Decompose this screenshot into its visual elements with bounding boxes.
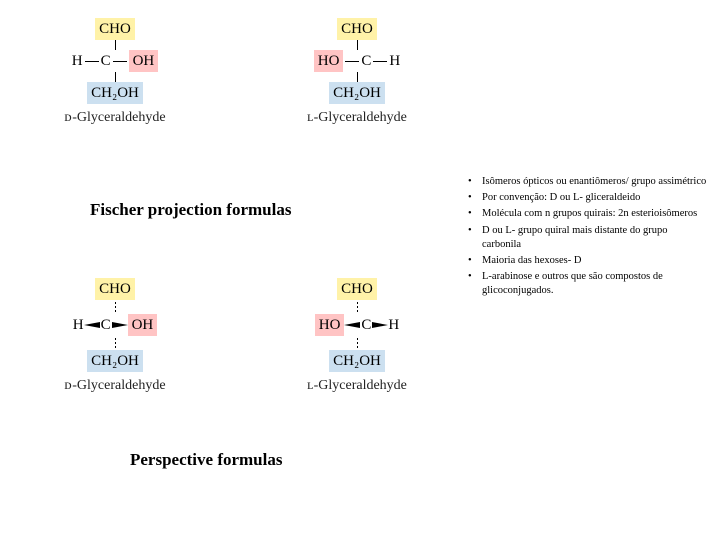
center-carbon-row: H C OH bbox=[45, 314, 185, 336]
dash-bond-vertical bbox=[355, 338, 359, 348]
molecule-label: ʟ-Glyceraldehyde bbox=[287, 110, 427, 126]
center-carbon-row: H C OH bbox=[45, 50, 185, 72]
cho-group: CHO bbox=[337, 18, 377, 40]
perspective-section-title: Perspective formulas bbox=[130, 450, 282, 470]
cho-group: CHO bbox=[95, 18, 135, 40]
bond-horizontal bbox=[85, 61, 99, 62]
oh-group: OH bbox=[128, 314, 158, 336]
bullet-item: Por convenção: D ou L- gliceraldeido bbox=[468, 191, 708, 205]
molecule-label: ʟ-Glyceraldehyde bbox=[287, 378, 427, 394]
wedge-bond bbox=[84, 322, 100, 328]
bond-vertical bbox=[115, 72, 116, 82]
wedge-bond bbox=[344, 322, 360, 328]
bullet-item: L-arabinose e outros que são compostos d… bbox=[468, 270, 708, 298]
center-carbon: C bbox=[360, 317, 372, 334]
ch2oh-group: CH₂OH bbox=[329, 82, 385, 104]
bullet-list: Isômeros ópticos ou enantiômeros/ grupo … bbox=[468, 175, 708, 300]
bullet-item: Isômeros ópticos ou enantiômeros/ grupo … bbox=[468, 175, 708, 189]
cho-group: CHO bbox=[337, 278, 377, 300]
fischer-d-molecule: CHO H C OH CH₂OH ᴅ-Glyceraldehyde bbox=[45, 18, 185, 126]
wedge-bond bbox=[372, 322, 388, 328]
bullet-item: Maioria das hexoses- D bbox=[468, 254, 708, 268]
center-carbon-row: HO C H bbox=[287, 50, 427, 72]
right-substituent: H bbox=[389, 53, 400, 70]
ch2oh-group: CH₂OH bbox=[329, 350, 385, 372]
bullet-item: Molécula com n grupos quirais: 2n esteri… bbox=[468, 207, 708, 221]
left-substituent: H bbox=[72, 53, 83, 70]
oh-group: OH bbox=[129, 50, 159, 72]
center-carbon: C bbox=[361, 53, 371, 70]
oh-group: HO bbox=[315, 314, 345, 336]
ch2oh-group: CH₂OH bbox=[87, 82, 143, 104]
bond-horizontal bbox=[373, 61, 387, 62]
fischer-l-molecule: CHO HO C H CH₂OH ʟ-Glyceraldehyde bbox=[287, 18, 427, 126]
oh-group: HO bbox=[314, 50, 344, 72]
perspective-d-molecule: CHO H C OH CH₂OH ᴅ-Glyceraldehyde bbox=[45, 278, 185, 394]
right-substituent: H bbox=[388, 317, 399, 334]
wedge-bond bbox=[112, 322, 128, 328]
center-carbon: C bbox=[101, 53, 111, 70]
dash-bond-vertical bbox=[113, 302, 117, 312]
fischer-section-title: Fischer projection formulas bbox=[90, 200, 291, 220]
dash-bond-vertical bbox=[355, 302, 359, 312]
perspective-l-molecule: CHO HO C H CH₂OH ʟ-Glyceraldehyde bbox=[287, 278, 427, 394]
bond-vertical bbox=[357, 40, 358, 50]
molecule-label: ᴅ-Glyceraldehyde bbox=[45, 378, 185, 394]
bond-horizontal bbox=[345, 61, 359, 62]
molecule-label: ᴅ-Glyceraldehyde bbox=[45, 110, 185, 126]
cho-group: CHO bbox=[95, 278, 135, 300]
ch2oh-group: CH₂OH bbox=[87, 350, 143, 372]
bond-horizontal bbox=[113, 61, 127, 62]
bond-vertical bbox=[115, 40, 116, 50]
dash-bond-vertical bbox=[113, 338, 117, 348]
center-carbon-row: HO C H bbox=[287, 314, 427, 336]
bond-vertical bbox=[357, 72, 358, 82]
center-carbon: C bbox=[100, 317, 112, 334]
bullet-item: D ou L- grupo quiral mais distante do gr… bbox=[468, 224, 708, 252]
left-substituent: H bbox=[73, 317, 84, 334]
